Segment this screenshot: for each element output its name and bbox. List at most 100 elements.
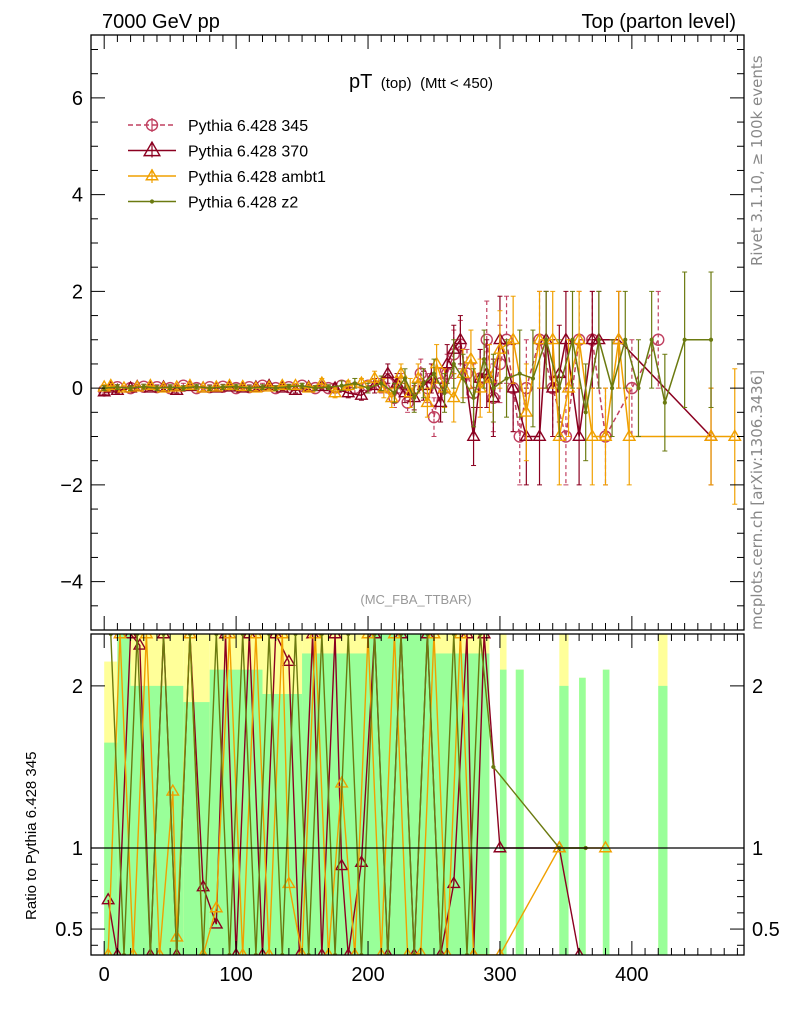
ratio-band-inner <box>499 669 507 955</box>
ratio-y-tick-label: 2 <box>72 676 83 698</box>
series-line <box>104 336 712 413</box>
data-point <box>326 385 331 390</box>
data-point <box>570 337 575 342</box>
main-y-tick-label: 6 <box>72 88 83 110</box>
ratio-point <box>328 634 343 639</box>
ratio-point <box>317 947 327 955</box>
ratio-point <box>403 947 412 955</box>
ratio-band-inner <box>559 685 569 955</box>
ratio-point <box>343 947 353 955</box>
data-point <box>354 375 369 388</box>
data-point <box>412 395 417 400</box>
data-point <box>247 386 252 391</box>
data-point <box>130 379 145 392</box>
data-point <box>220 385 226 390</box>
ratio-point <box>574 947 584 955</box>
ratio-point <box>552 840 567 853</box>
data-point <box>572 332 587 345</box>
ratio-band-inner <box>515 669 524 955</box>
ratio-point <box>101 892 116 905</box>
x-tick-label: 300 <box>483 964 516 986</box>
data-point <box>339 383 344 388</box>
data-point <box>451 361 456 367</box>
ratio-band-inner <box>579 677 586 955</box>
ratio-point <box>258 947 267 955</box>
data-point <box>704 428 718 441</box>
data-point <box>662 400 667 405</box>
ratio-point <box>139 634 154 639</box>
ratio-point <box>145 947 155 955</box>
ratio-point <box>324 947 333 955</box>
data-point <box>182 378 197 391</box>
data-point <box>506 380 521 393</box>
main-title-sub: (top) <box>381 75 412 92</box>
data-point <box>460 376 466 381</box>
data-point <box>128 386 133 391</box>
data-point <box>403 385 418 398</box>
data-point <box>168 385 173 390</box>
ratio-point <box>376 947 386 955</box>
data-point <box>492 341 507 354</box>
data-point <box>545 332 560 345</box>
data-point <box>517 371 522 376</box>
x-tick-label: 200 <box>351 964 384 986</box>
ratio-point <box>446 876 461 889</box>
legend-marker <box>142 140 162 157</box>
analysis-label: (MC_FBA_TTBAR) <box>360 592 471 607</box>
data-point <box>390 375 405 388</box>
ratio-point <box>281 654 296 667</box>
data-point <box>609 386 615 391</box>
data-point <box>513 430 526 443</box>
data-point <box>420 395 435 408</box>
data-point <box>365 386 371 391</box>
ratio-point <box>436 947 445 955</box>
data-point <box>572 428 587 441</box>
legend-label: Pythia 6.428 z2 <box>188 195 298 212</box>
data-point <box>622 428 637 441</box>
data-point <box>262 379 277 392</box>
data-point <box>585 332 600 345</box>
ratio-point <box>491 764 496 770</box>
ratio-point <box>383 947 393 955</box>
ratio-y-tick-label-right: 2 <box>752 676 763 698</box>
data-point <box>154 386 160 391</box>
data-point <box>583 410 588 415</box>
ratio-point <box>231 947 241 955</box>
data-point <box>260 385 265 390</box>
data-point <box>611 332 626 345</box>
series-2 <box>97 290 742 505</box>
data-point <box>222 378 237 391</box>
ratio-frame <box>90 633 745 956</box>
legend-marker <box>145 118 159 132</box>
data-point <box>380 366 395 379</box>
main-y-tick-label: 2 <box>72 281 83 303</box>
data-point <box>115 385 120 390</box>
data-point <box>649 337 654 342</box>
data-point <box>328 385 343 398</box>
header-right: Top (parton level) <box>581 11 736 33</box>
ratio-point <box>415 945 427 955</box>
data-point <box>442 390 447 396</box>
data-point <box>558 332 573 345</box>
main-title: pT (top) (Mtt < 450) <box>349 71 493 93</box>
ratio-point <box>238 947 248 955</box>
ratio-point <box>350 947 360 955</box>
ratio-y-tick-label: 0.5 <box>55 919 83 941</box>
data-point <box>708 337 714 342</box>
ratio-point <box>248 634 263 639</box>
data-point <box>288 378 303 391</box>
main-frame <box>90 34 745 631</box>
data-point <box>561 380 576 393</box>
ratio-point <box>492 840 507 853</box>
ratio-y-tick-label-right: 1 <box>752 838 763 860</box>
data-point <box>433 395 448 408</box>
side-rivet-label: Rivet 3.1.10, ≥ 100k events <box>748 55 766 266</box>
data-point <box>506 332 521 345</box>
data-point <box>143 378 158 391</box>
legend-label: Pythia 6.428 345 <box>188 118 308 135</box>
ratio-point <box>442 947 452 955</box>
data-point <box>354 387 369 400</box>
ratio-point <box>222 634 237 639</box>
data-point <box>596 337 601 342</box>
x-tick-label: 0 <box>99 964 110 986</box>
